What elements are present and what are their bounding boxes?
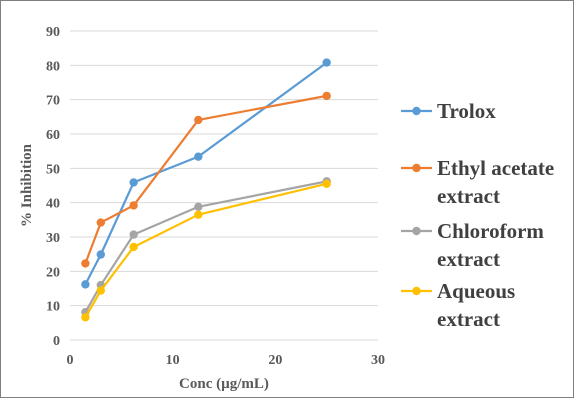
legend-label: Ethyl acetate bbox=[437, 156, 554, 180]
y-tick-label: 40 bbox=[46, 197, 60, 212]
series-line bbox=[84, 182, 327, 318]
legend: Trolox Ethyl acetate extract Chloroform extr… bbox=[401, 99, 554, 331]
data-point bbox=[322, 58, 331, 67]
x-tick-label: 0 bbox=[67, 353, 74, 368]
series-line bbox=[84, 180, 327, 313]
y-tick-label: 10 bbox=[46, 300, 60, 315]
legend-entry: Aqueous extract bbox=[401, 279, 515, 331]
data-point bbox=[129, 242, 138, 252]
data-point bbox=[194, 202, 203, 211]
y-tick-label: 0 bbox=[53, 334, 60, 349]
y-tick-label: 70 bbox=[46, 94, 60, 109]
data-point bbox=[96, 250, 106, 259]
series-2 bbox=[81, 91, 331, 268]
data-point bbox=[96, 286, 106, 295]
series-1 bbox=[81, 58, 331, 289]
legend-marker bbox=[412, 163, 421, 173]
x-axis-title: Conc (µg/mL) bbox=[179, 376, 269, 392]
x-tick-label: 10 bbox=[166, 353, 180, 368]
series-line bbox=[84, 94, 327, 264]
data-point bbox=[81, 259, 90, 268]
legend-label: Chloroform bbox=[437, 219, 544, 243]
y-tick-label: 50 bbox=[46, 162, 60, 177]
y-tick-label: 90 bbox=[46, 25, 60, 40]
legend-label: Aqueous bbox=[437, 279, 515, 303]
data-point bbox=[129, 230, 138, 239]
data-point bbox=[322, 179, 331, 188]
series-group bbox=[81, 58, 331, 322]
x-tick-label: 30 bbox=[371, 353, 385, 368]
data-point bbox=[129, 178, 138, 187]
y-axis-title: % Inhibition bbox=[19, 143, 35, 227]
legend-marker bbox=[412, 226, 421, 236]
legend-label: extract bbox=[437, 184, 500, 208]
data-point bbox=[194, 152, 203, 161]
x-tick-label: 20 bbox=[268, 353, 282, 368]
y-tick-label: 60 bbox=[46, 128, 60, 143]
legend-marker bbox=[412, 106, 421, 116]
data-point bbox=[194, 210, 203, 219]
series-3 bbox=[81, 177, 331, 317]
legend-marker bbox=[412, 286, 421, 296]
series-4 bbox=[81, 179, 331, 322]
legend-label: extract bbox=[437, 307, 500, 331]
y-tick-label: 80 bbox=[46, 59, 60, 74]
axes: 0 10 20 30 40 50 60 70 80 90 0 10 20 30 bbox=[46, 25, 385, 368]
data-point bbox=[194, 115, 203, 125]
gridlines bbox=[70, 30, 378, 341]
legend-entry: Chloroform extract bbox=[401, 219, 544, 271]
data-point bbox=[81, 280, 90, 289]
data-point bbox=[81, 313, 90, 322]
y-tick-label: 30 bbox=[46, 231, 60, 246]
legend-label: extract bbox=[437, 247, 500, 271]
legend-entry: Ethyl acetate extract bbox=[401, 156, 554, 208]
legend-entry: Trolox bbox=[401, 99, 496, 123]
y-tick-label: 20 bbox=[46, 265, 60, 280]
data-point bbox=[322, 91, 331, 101]
data-point bbox=[129, 201, 138, 210]
data-point bbox=[96, 218, 106, 227]
series-line bbox=[84, 61, 328, 285]
legend-label: Trolox bbox=[437, 99, 496, 123]
